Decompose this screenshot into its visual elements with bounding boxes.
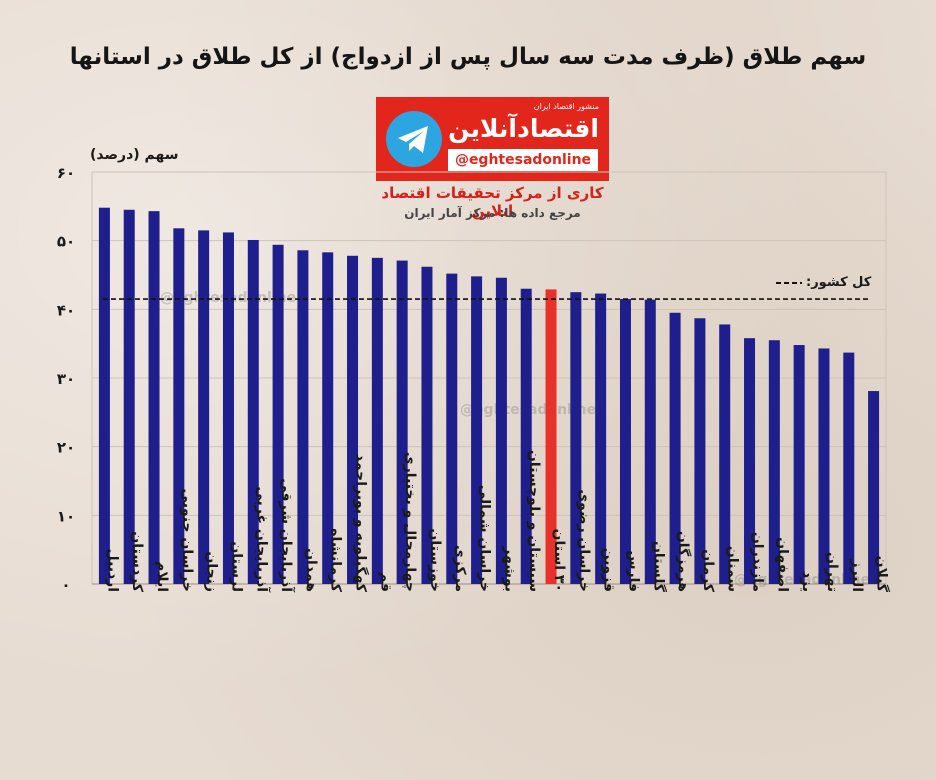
bar xyxy=(247,239,259,585)
x-tick-label: مرکزی xyxy=(452,545,468,592)
x-tick-label: آذربایجان غربی xyxy=(253,486,271,593)
x-tick-label: ایلام xyxy=(154,561,170,592)
x-tick-label: آذربایجان شرقی xyxy=(278,478,296,593)
bar xyxy=(818,348,830,584)
logo-tagline: منشور اقتصاد ایران xyxy=(533,102,599,111)
y-tick-label: ۶۰ xyxy=(57,164,75,182)
bar xyxy=(520,288,532,584)
x-tick-label: کرمانشاه xyxy=(328,528,344,593)
x-tick-label: تهران xyxy=(824,552,840,592)
bar xyxy=(421,266,433,584)
x-tick-label: گلستان xyxy=(650,541,667,593)
y-tick-label: ۳۰ xyxy=(57,370,75,388)
x-tick-label: اردبیل xyxy=(104,548,120,592)
bar xyxy=(495,277,507,584)
x-tick-label: لرستان xyxy=(228,541,244,592)
y-tick-label: ۰ xyxy=(61,576,70,594)
y-tick-label: ۱۰ xyxy=(57,507,75,525)
source-line: مرجع داده ها: مرکز آمار ایران xyxy=(404,206,581,220)
bar xyxy=(347,255,359,585)
bar xyxy=(570,292,582,584)
x-tick-label: خراسان شمالی xyxy=(477,485,493,592)
bar xyxy=(123,209,135,584)
logo-brand: اقتصادآنلاین xyxy=(448,114,599,143)
chart-title: سهم طلاق (ظرف مدت سه سال پس از ازدواج) ا… xyxy=(69,44,867,70)
x-tick-label: البرز xyxy=(849,558,865,592)
x-tick-label: قزوین xyxy=(601,548,617,592)
y-tick-layer: ۰ ۱۰ ۲۰ ۳۰ ۴۰ ۵۰ ۶۰ xyxy=(57,164,75,594)
logo-handle: @eghtesadonline xyxy=(448,149,598,171)
bar xyxy=(371,257,383,584)
x-tick-label: بوشهر xyxy=(501,545,517,592)
x-tick-label: مازندران xyxy=(750,532,766,592)
bar xyxy=(272,244,284,584)
x-tick-label: سمنان xyxy=(725,546,741,592)
x-tick-label: خراسان جنوبی xyxy=(179,489,195,592)
bar xyxy=(644,299,656,584)
x-label-layer: اردبیل کردستان ایلام خراسان جنوبی زنجان لرستا… xyxy=(104,450,890,593)
bar xyxy=(719,324,731,584)
x-tick-label: هرمزگان xyxy=(675,531,692,592)
bar-highlight xyxy=(545,289,557,584)
x-tick-label: کهگیلویه و بویراحمد xyxy=(353,454,370,593)
bar xyxy=(793,345,805,584)
x-tick-label: سیستان و بلوچستان xyxy=(526,450,542,592)
bar xyxy=(595,293,607,584)
bar xyxy=(471,276,483,584)
y-tick-label: ۴۰ xyxy=(57,301,75,319)
y-axis-title: سهم (درصد) xyxy=(90,147,179,163)
x-tick-label: چهارمحال و بختیاری xyxy=(402,452,418,592)
bar xyxy=(446,273,458,584)
x-tick-label: ۳۰ استان xyxy=(551,529,567,592)
bar xyxy=(173,228,185,584)
x-tick-label: خراسان رضوی xyxy=(576,489,592,592)
bar xyxy=(222,232,234,584)
bar xyxy=(297,250,309,584)
bar xyxy=(868,391,880,584)
telegram-icon xyxy=(386,111,442,167)
bar xyxy=(619,299,631,584)
bar xyxy=(768,340,780,584)
x-tick-label: فارس xyxy=(625,550,641,592)
y-tick-label: ۵۰ xyxy=(57,233,75,251)
x-tick-label: همدان xyxy=(303,548,319,592)
logo-banner: منشور اقتصاد ایران اقتصادآنلاین @eghtesa… xyxy=(376,97,609,181)
credit-line: کاری از مرکز تحقیقات اقتصاد انلاین xyxy=(381,184,604,220)
x-tick-label: کرمان xyxy=(700,549,716,593)
x-tick-label: قم xyxy=(377,572,393,592)
bar xyxy=(744,338,756,584)
x-tick-label: زنجان xyxy=(204,551,220,592)
x-tick-label: اصفهان xyxy=(774,537,790,592)
x-tick-label: گیلان xyxy=(874,556,891,593)
reference-line-legend: کل کشور: xyxy=(776,275,872,290)
bar xyxy=(669,312,681,584)
x-tick-label: یزد xyxy=(799,571,815,592)
x-tick-label: کردستان xyxy=(129,531,145,593)
bar xyxy=(98,207,110,584)
bar xyxy=(148,211,160,584)
y-tick-label: ۲۰ xyxy=(57,439,75,457)
bar xyxy=(322,252,334,584)
reference-line-label: کل کشور xyxy=(811,275,872,290)
bars-layer xyxy=(98,207,880,585)
bar xyxy=(198,230,210,584)
x-tick-label: خوزستان xyxy=(427,528,443,592)
bar xyxy=(694,318,706,584)
bar xyxy=(843,352,855,584)
bar xyxy=(396,260,408,584)
